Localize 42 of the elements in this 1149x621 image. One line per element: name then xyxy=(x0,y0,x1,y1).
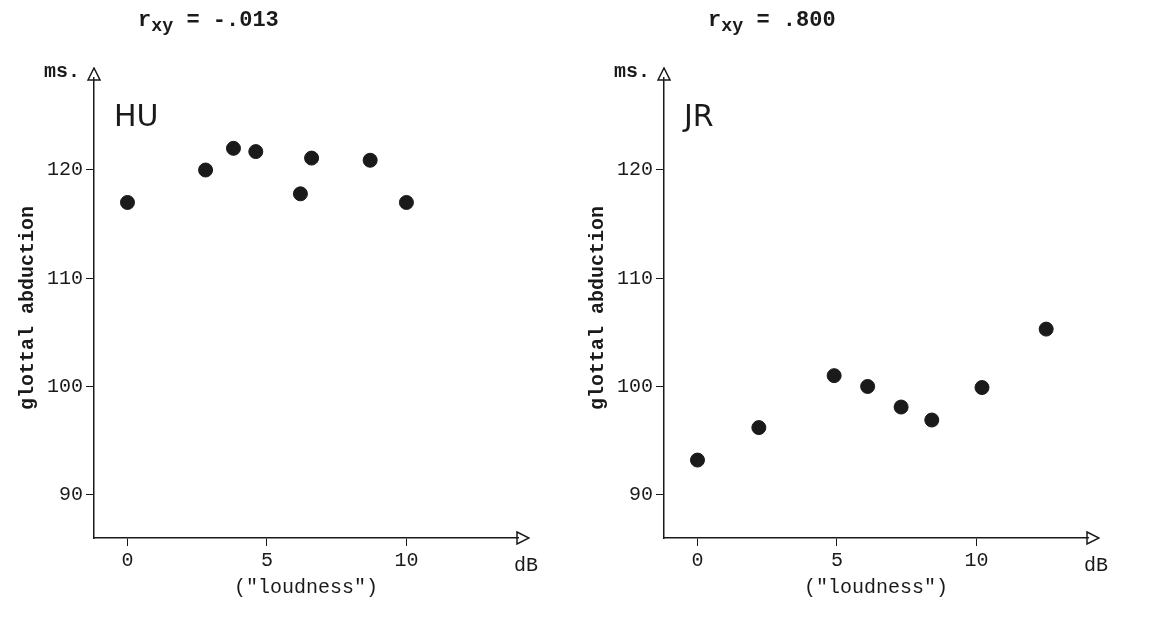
x-axis-title: ("loudness") xyxy=(803,576,949,600)
point xyxy=(689,452,705,468)
x-tick-label: 10 xyxy=(394,549,419,573)
point xyxy=(119,194,135,210)
x-tick-label: 0 xyxy=(691,549,704,573)
y-axis-title: glottal abduction xyxy=(16,205,40,411)
x-tick-label: 0 xyxy=(121,549,134,573)
text: ms. xyxy=(43,60,81,84)
point xyxy=(751,420,767,436)
point xyxy=(924,412,940,428)
text: dB xyxy=(1084,554,1109,578)
y-tick-label: 110 xyxy=(46,266,84,290)
point xyxy=(198,162,214,178)
y-tick-label: 100 xyxy=(616,374,654,398)
point xyxy=(304,150,320,166)
point xyxy=(398,194,414,210)
chart-title: r$_{xy}$ = -.013 xyxy=(137,8,280,40)
point xyxy=(826,368,842,384)
y-tick-label: 90 xyxy=(628,483,654,506)
point xyxy=(860,378,876,394)
x-axis-title: ("loudness") xyxy=(233,576,379,600)
point xyxy=(974,380,990,396)
point xyxy=(225,140,241,156)
text: HU xyxy=(114,97,159,133)
point xyxy=(1038,321,1054,337)
x-tick-label: 10 xyxy=(964,549,989,573)
x-tick-label: 5 xyxy=(260,549,273,573)
point xyxy=(893,399,909,415)
x-tick-label: 5 xyxy=(830,549,843,573)
text: ms. xyxy=(613,60,651,84)
point xyxy=(248,144,264,160)
y-axis-title: glottal abduction xyxy=(586,205,610,411)
point xyxy=(292,186,308,202)
y-tick-label: 100 xyxy=(46,374,84,398)
point xyxy=(362,152,378,168)
text: JR xyxy=(682,97,714,133)
y-tick-label: 110 xyxy=(616,266,654,290)
y-tick-label: 120 xyxy=(616,158,654,182)
text: dB xyxy=(514,554,539,578)
y-tick-label: 120 xyxy=(46,158,84,182)
chart-title: r$_{xy}$ = .800 xyxy=(707,8,837,40)
y-tick-label: 90 xyxy=(58,483,84,506)
